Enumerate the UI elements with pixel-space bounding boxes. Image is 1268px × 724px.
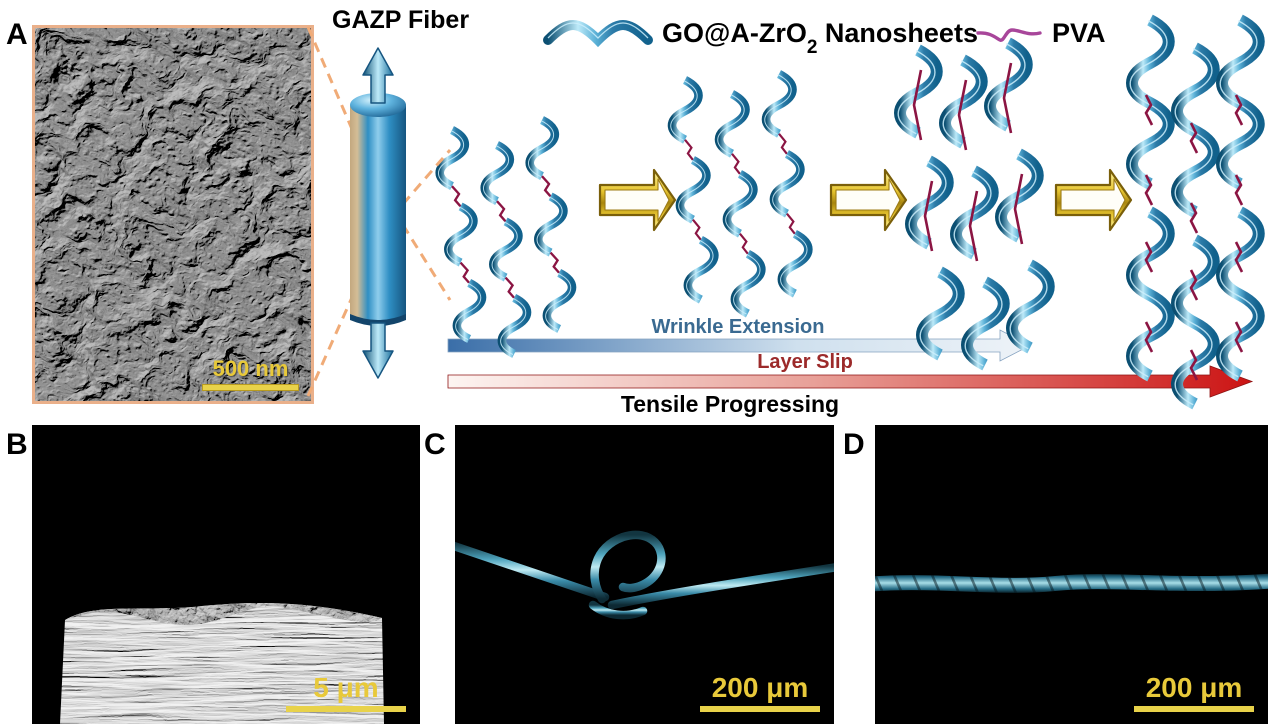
svg-text:GAZP Fiber: GAZP Fiber (332, 6, 469, 34)
svg-text:Wrinkle Extension: Wrinkle Extension (651, 316, 824, 338)
svg-text:Tensile Progressing: Tensile Progressing (621, 391, 839, 417)
svg-text:PVA: PVA (1052, 18, 1106, 48)
svg-text:Layer Slip: Layer Slip (757, 351, 853, 373)
